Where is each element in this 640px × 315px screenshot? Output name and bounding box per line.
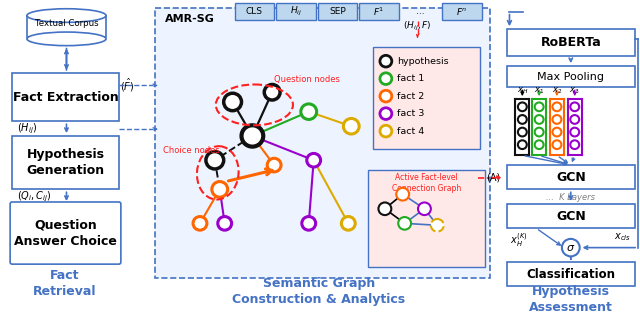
FancyBboxPatch shape: [359, 3, 399, 20]
Circle shape: [552, 128, 561, 136]
Circle shape: [518, 128, 527, 136]
Circle shape: [218, 216, 232, 230]
Text: $(H_{ij})$: $(H_{ij})$: [17, 122, 37, 136]
Circle shape: [570, 128, 579, 136]
Circle shape: [552, 140, 561, 149]
FancyBboxPatch shape: [235, 3, 274, 20]
Text: $(Q_i, C_{ij})$: $(Q_i, C_{ij})$: [17, 190, 52, 204]
FancyBboxPatch shape: [317, 3, 357, 20]
Text: AMR-SG: AMR-SG: [165, 14, 215, 25]
Circle shape: [570, 140, 579, 149]
Circle shape: [534, 128, 543, 136]
FancyBboxPatch shape: [368, 170, 484, 267]
Text: $\sigma$: $\sigma$: [566, 243, 575, 253]
Circle shape: [307, 153, 321, 167]
FancyBboxPatch shape: [506, 165, 635, 189]
Text: ...  K Layers: ... K Layers: [547, 193, 595, 202]
FancyBboxPatch shape: [12, 73, 119, 121]
Circle shape: [212, 181, 228, 197]
Circle shape: [378, 203, 391, 215]
Circle shape: [518, 140, 527, 149]
Circle shape: [552, 102, 561, 111]
Circle shape: [206, 152, 224, 169]
FancyBboxPatch shape: [506, 29, 635, 56]
Text: fact 4: fact 4: [397, 127, 424, 135]
Circle shape: [534, 115, 543, 124]
Circle shape: [380, 90, 392, 102]
Text: $x_1$: $x_1$: [534, 86, 544, 96]
Text: $F^n$: $F^n$: [456, 6, 468, 17]
Circle shape: [518, 115, 527, 124]
Text: fact 2: fact 2: [397, 92, 424, 100]
Circle shape: [341, 216, 355, 230]
Text: Hypothesis
Generation: Hypothesis Generation: [26, 148, 104, 177]
Circle shape: [343, 118, 359, 134]
Text: Semantic Graph
Construction & Analytics: Semantic Graph Construction & Analytics: [232, 277, 405, 306]
Circle shape: [264, 84, 280, 100]
Circle shape: [380, 108, 392, 119]
Text: Textual Corpus: Textual Corpus: [35, 19, 99, 28]
Circle shape: [562, 239, 580, 256]
Circle shape: [418, 203, 431, 215]
Circle shape: [570, 102, 579, 111]
Text: (A): (A): [486, 173, 500, 183]
Text: RoBERTa: RoBERTa: [540, 36, 601, 49]
Text: $(\hat{F})$: $(\hat{F})$: [120, 77, 134, 94]
Text: GCN: GCN: [556, 209, 586, 223]
Text: CLS: CLS: [246, 7, 263, 16]
Circle shape: [380, 125, 392, 137]
Text: Choice nodes: Choice nodes: [163, 146, 220, 155]
Text: GCN: GCN: [556, 171, 586, 184]
Text: hypothesis: hypothesis: [397, 57, 449, 66]
Text: ...: ...: [416, 7, 425, 16]
Circle shape: [224, 93, 241, 111]
Text: fact 3: fact 3: [397, 109, 424, 118]
Circle shape: [301, 104, 317, 119]
Text: Question nodes: Question nodes: [274, 75, 340, 84]
Circle shape: [534, 102, 543, 111]
Bar: [27, 15, 106, 37]
Text: $(H_{ij}, F)$: $(H_{ij}, F)$: [403, 20, 432, 33]
Circle shape: [396, 188, 409, 201]
Circle shape: [570, 115, 579, 124]
Text: Max Pooling: Max Pooling: [538, 72, 604, 82]
Circle shape: [193, 216, 207, 230]
Text: Hypothesis
Assessment: Hypothesis Assessment: [529, 284, 612, 314]
Text: $x_2$: $x_2$: [552, 86, 562, 96]
Circle shape: [518, 102, 527, 111]
Circle shape: [398, 217, 411, 230]
Circle shape: [380, 73, 392, 84]
Text: Question
Answer Choice: Question Answer Choice: [14, 218, 117, 248]
Circle shape: [268, 158, 281, 172]
FancyBboxPatch shape: [373, 47, 480, 149]
Text: $x_3$: $x_3$: [570, 86, 580, 96]
FancyBboxPatch shape: [276, 3, 316, 20]
Text: $x_{cls}$: $x_{cls}$: [614, 231, 631, 243]
Circle shape: [552, 115, 561, 124]
FancyBboxPatch shape: [506, 204, 635, 228]
FancyBboxPatch shape: [156, 8, 490, 278]
Circle shape: [380, 55, 392, 67]
Text: Active Fact-level
Connection Graph: Active Fact-level Connection Graph: [392, 173, 461, 192]
Ellipse shape: [27, 9, 106, 22]
Text: Classification: Classification: [526, 268, 615, 281]
Text: Fact Extraction: Fact Extraction: [13, 91, 118, 104]
FancyBboxPatch shape: [506, 262, 635, 286]
Text: fact 1: fact 1: [397, 74, 424, 83]
Circle shape: [302, 216, 316, 230]
Circle shape: [241, 125, 263, 147]
FancyBboxPatch shape: [10, 202, 121, 264]
Text: $x_H^{(K)}$: $x_H^{(K)}$: [511, 231, 528, 249]
Ellipse shape: [27, 32, 106, 46]
Text: Fact
Retrieval: Fact Retrieval: [33, 269, 96, 298]
Text: SEP: SEP: [329, 7, 346, 16]
Text: $x_H$: $x_H$: [516, 86, 528, 96]
Text: $H_{ij}$: $H_{ij}$: [290, 5, 302, 18]
Circle shape: [534, 140, 543, 149]
Circle shape: [431, 219, 444, 232]
FancyBboxPatch shape: [12, 136, 119, 189]
FancyBboxPatch shape: [506, 66, 635, 87]
Text: $F^1$: $F^1$: [373, 5, 385, 18]
FancyBboxPatch shape: [442, 3, 482, 20]
